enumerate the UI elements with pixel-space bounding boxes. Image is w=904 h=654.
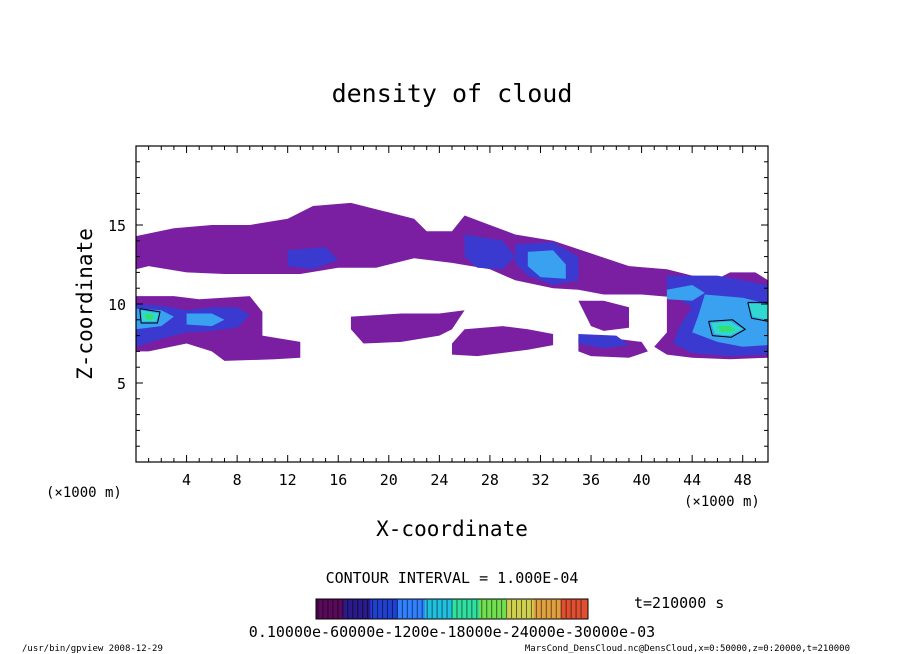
contour-interval-label: CONTOUR INTERVAL = 1.000E-04 <box>326 569 579 587</box>
x-tick-label: 48 <box>734 471 752 489</box>
density-field <box>136 202 768 361</box>
contour-line <box>708 319 747 338</box>
density-region-level-5 <box>144 313 154 320</box>
x-tick-labels: 4 8 12 16 20 24 28 32 36 40 44 48 <box>182 471 752 489</box>
x-tick-label: 24 <box>430 471 448 489</box>
x-tick-label: 12 <box>279 471 297 489</box>
x-tick-label: 8 <box>233 471 242 489</box>
x-tick-label: 16 <box>329 471 347 489</box>
y-tick-label: 5 <box>117 375 126 393</box>
density-region-level-3 <box>666 285 705 301</box>
density-region-level-1 <box>350 310 465 344</box>
footer-right: MarsCond_DensCloud.nc@DensCloud,x=0:5000… <box>525 644 850 654</box>
colorbar-swatch <box>397 599 426 619</box>
density-region-level-1 <box>136 202 768 320</box>
time-label: t=210000 s <box>634 594 724 612</box>
x-tick-label: 20 <box>380 471 398 489</box>
x-unit-label-left: (×1000 m) <box>46 485 122 501</box>
density-region-level-3 <box>186 313 225 327</box>
density-region-level-1 <box>452 326 554 357</box>
colorbar-swatch <box>424 599 453 619</box>
colorbar-swatch <box>560 599 589 619</box>
colorbar-swatch <box>533 599 562 619</box>
footer-left: /usr/bin/gpview 2008-12-29 <box>22 644 163 654</box>
x-tick-label: 40 <box>633 471 651 489</box>
colorbar <box>316 599 589 619</box>
density-region-level-2 <box>464 234 516 270</box>
contour-line <box>139 308 161 324</box>
x-tick-label: 32 <box>531 471 549 489</box>
density-region-level-2 <box>578 334 629 349</box>
x-axis-label: X-coordinate <box>376 517 528 541</box>
colorbar-swatch <box>479 599 507 619</box>
x-tick-label: 28 <box>481 471 499 489</box>
colorbar-swatch <box>370 599 399 619</box>
x-tick-label: 36 <box>582 471 600 489</box>
y-tick-labels: 5 10 15 <box>108 217 126 393</box>
density-region-level-2 <box>287 247 339 270</box>
chart-title: density of cloud <box>332 79 573 108</box>
y-axis-label: Z-coordinate <box>73 228 97 380</box>
density-region-level-4 <box>749 304 768 320</box>
density-region-level-5 <box>717 326 737 333</box>
x-unit-label-right: (×1000 m) <box>684 494 760 510</box>
density-region-level-3 <box>527 250 566 279</box>
axis-ticks <box>136 146 768 462</box>
colorbar-tick-labels: 0.10000e-60000e-1200e-18000e-24000e-3000… <box>249 623 655 641</box>
y-tick-label: 15 <box>108 217 126 235</box>
colorbar-swatch <box>452 599 480 619</box>
density-region-level-1 <box>578 300 629 331</box>
y-tick-label: 10 <box>108 296 126 314</box>
x-tick-label: 4 <box>182 471 191 489</box>
x-tick-label: 44 <box>683 471 701 489</box>
colorbar-swatch <box>343 599 371 619</box>
colorbar-swatch <box>316 599 344 619</box>
colorbar-frame <box>315 598 589 620</box>
colorbar-swatch <box>506 599 535 619</box>
